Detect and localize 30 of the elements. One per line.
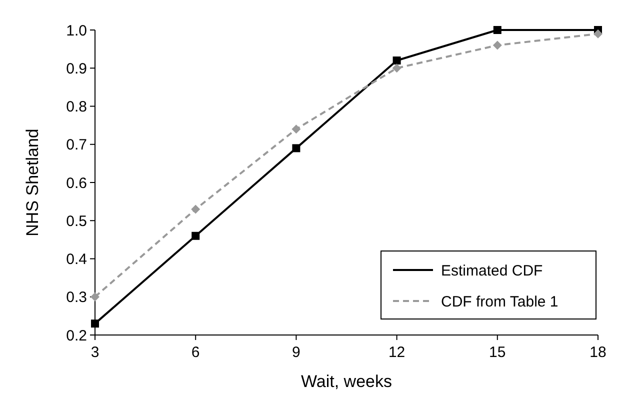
x-tick-label: 3 [90, 344, 100, 361]
point [594, 29, 602, 38]
x-tick-label: 18 [590, 344, 606, 361]
point [91, 320, 99, 328]
y-tick-label: 0.5 [66, 212, 87, 230]
point [492, 40, 502, 50]
y-tick-label: 0.7 [66, 136, 87, 154]
x-tick-label: 12 [388, 344, 406, 361]
point [292, 124, 301, 134]
x-tick-label: 15 [489, 344, 506, 361]
legend-label: Estimated CDF [441, 262, 543, 280]
y-tick-label: 0.2 [66, 327, 87, 344]
point [192, 232, 200, 240]
y-tick-label: 0.8 [66, 98, 87, 116]
point [392, 64, 402, 73]
point [493, 26, 502, 34]
point [90, 292, 100, 302]
point [191, 204, 200, 214]
y-tick-label: 0.6 [66, 174, 87, 192]
y-tick-label: 1.0 [66, 22, 87, 40]
x-tick-label: 9 [292, 344, 300, 361]
point [292, 144, 300, 152]
point [392, 56, 401, 64]
x-axis-title: Wait, weeks [300, 372, 392, 391]
x-tick-label: 6 [191, 344, 200, 361]
y-axis-title: NHS Shetland [23, 128, 42, 236]
legend-label: CDF from Table 1 [441, 293, 558, 310]
y-tick-label: 0.9 [66, 60, 87, 78]
y-tick-label: 0.3 [66, 289, 87, 306]
y-tick-label: 0.4 [66, 251, 87, 268]
